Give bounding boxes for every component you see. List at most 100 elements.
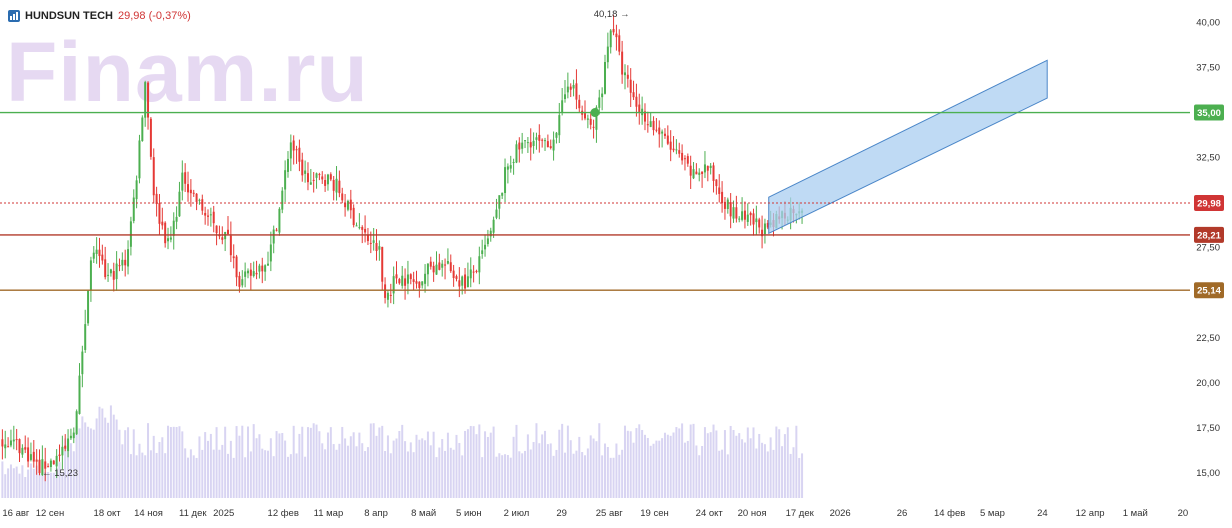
candle-body: [749, 212, 752, 216]
candle-body: [558, 115, 561, 136]
candle-body: [475, 270, 478, 272]
candle-body: [755, 218, 758, 223]
volume-bar: [127, 427, 130, 498]
volume-bar: [149, 450, 152, 498]
candle-body: [218, 235, 221, 237]
volume-bar: [726, 454, 729, 498]
volume-bar: [24, 477, 27, 498]
volume-bar: [229, 440, 232, 498]
candle-body: [732, 207, 735, 219]
candle-body: [221, 237, 224, 240]
candle-body: [107, 274, 110, 276]
candle-body: [152, 157, 155, 196]
volume-bar: [438, 447, 441, 498]
candle-body: [529, 142, 532, 148]
level-price-label: 25,14: [1197, 286, 1221, 297]
candle-body: [461, 276, 464, 286]
candle-body: [746, 214, 749, 222]
volume-bar: [152, 435, 155, 498]
x-tick-label: 19 сен: [640, 508, 669, 519]
candle-body: [429, 261, 432, 267]
volume-bar: [241, 425, 244, 498]
volume-bar: [578, 436, 581, 498]
volume-bar: [132, 429, 135, 498]
volume-bar: [81, 416, 84, 498]
volume-bar: [464, 430, 467, 498]
volume-bar: [618, 454, 621, 498]
volume-bar: [386, 435, 389, 498]
candle-body: [89, 260, 92, 290]
volume-bar: [532, 442, 535, 498]
volume-bar: [169, 427, 172, 498]
candle-body: [469, 269, 472, 279]
volume-bar: [224, 426, 227, 498]
candle-body: [109, 269, 112, 274]
volume-bar: [344, 438, 347, 498]
x-tick-label: 11 мар: [314, 508, 344, 519]
candle-body: [29, 454, 32, 460]
candle-body: [629, 79, 632, 93]
volume-bar: [401, 424, 404, 498]
volume-bar: [9, 464, 12, 498]
candle-body: [763, 223, 766, 235]
candle-body: [32, 451, 35, 462]
candle-body: [87, 290, 90, 324]
candle-body: [269, 244, 272, 262]
volume-bar: [738, 433, 741, 498]
candle-body: [15, 439, 18, 441]
candle-body: [49, 460, 52, 468]
volume-bar: [481, 457, 484, 498]
candle-body: [658, 127, 661, 135]
volume-bar: [778, 429, 781, 498]
candle-body: [187, 184, 190, 193]
volume-bar: [735, 435, 738, 498]
candle-body: [606, 46, 609, 63]
candle-body: [212, 211, 215, 224]
volume-bar: [458, 442, 461, 498]
candle-body: [595, 107, 598, 130]
candle-body: [498, 195, 501, 209]
volume-bar: [195, 457, 198, 498]
volume-bar: [389, 453, 392, 498]
volume-bar: [266, 450, 269, 498]
volume-bar: [478, 424, 481, 498]
volume-bar: [72, 451, 75, 498]
volume-bar: [444, 450, 447, 498]
chart-header: HUNDSUN TECH 29,98 (-0,37%): [8, 10, 191, 22]
volume-bar: [309, 427, 312, 498]
volume-bar: [61, 473, 64, 498]
candle-body: [232, 256, 235, 259]
x-tick-label: 24 окт: [696, 508, 724, 519]
candle-body: [515, 144, 518, 163]
volume-bar: [109, 405, 112, 498]
volume-bar: [609, 457, 612, 498]
candle-body: [335, 178, 338, 193]
candle-body: [486, 238, 489, 245]
candle-body: [44, 461, 47, 469]
trend-channel[interactable]: [768, 59, 1048, 235]
volume-bar: [469, 425, 472, 498]
volume-bar: [435, 457, 438, 498]
candle-body: [24, 447, 27, 450]
candle-body: [544, 140, 547, 142]
volume-bar: [321, 443, 324, 498]
candle-body: [721, 191, 724, 204]
candle-body: [421, 281, 424, 286]
volume-bar: [661, 438, 664, 498]
volume-bar: [275, 431, 278, 498]
volume-bar: [384, 451, 387, 498]
candle-body: [172, 220, 175, 236]
volume-bar: [703, 427, 706, 498]
volume-bar: [484, 431, 487, 498]
candle-body: [169, 237, 172, 240]
candle-body: [98, 249, 101, 257]
volume-bar: [95, 418, 98, 498]
volume-bar: [501, 455, 504, 498]
volume-bar: [669, 435, 672, 498]
volume-bar: [729, 425, 732, 498]
volume-bar: [135, 455, 138, 498]
candle-body: [189, 189, 192, 194]
volume-bar: [766, 451, 769, 498]
level-marker-dot[interactable]: [590, 108, 600, 118]
